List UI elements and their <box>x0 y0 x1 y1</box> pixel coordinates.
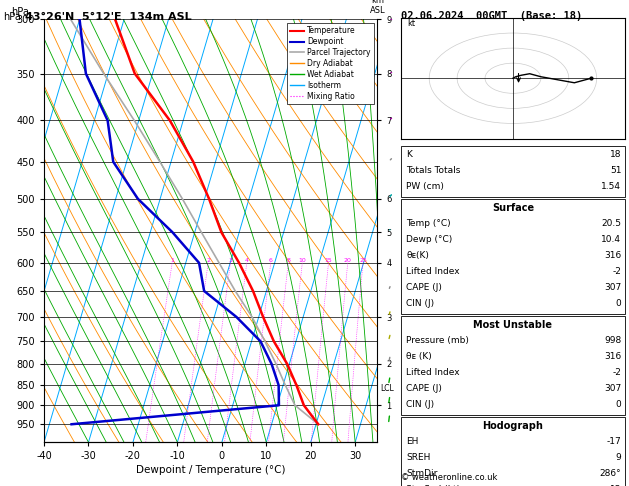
Text: 0: 0 <box>616 400 621 409</box>
Text: 316: 316 <box>604 352 621 361</box>
Text: 02.06.2024  00GMT  (Base: 18): 02.06.2024 00GMT (Base: 18) <box>401 11 582 21</box>
Text: 51: 51 <box>610 166 621 175</box>
Text: Temp (°C): Temp (°C) <box>406 219 451 228</box>
Text: 316: 316 <box>604 251 621 260</box>
Text: StmDir: StmDir <box>406 469 438 478</box>
Text: 1.54: 1.54 <box>601 182 621 191</box>
Text: EH: EH <box>406 437 419 446</box>
Text: © weatheronline.co.uk: © weatheronline.co.uk <box>401 473 498 482</box>
Text: -2: -2 <box>613 368 621 377</box>
Text: km
ASL: km ASL <box>370 0 385 15</box>
Text: 10.4: 10.4 <box>601 235 621 244</box>
Text: Lifted Index: Lifted Index <box>406 267 460 276</box>
Text: Most Unstable: Most Unstable <box>474 320 552 330</box>
Text: θᴇ(K): θᴇ(K) <box>406 251 429 260</box>
Text: Surface: Surface <box>492 203 534 212</box>
Text: θᴇ (K): θᴇ (K) <box>406 352 432 361</box>
Text: 9: 9 <box>616 453 621 462</box>
Text: 6: 6 <box>269 258 272 263</box>
Text: Totals Totals: Totals Totals <box>406 166 460 175</box>
Text: hPa: hPa <box>3 12 21 22</box>
Text: CAPE (J): CAPE (J) <box>406 283 442 292</box>
Text: CIN (J): CIN (J) <box>406 299 435 308</box>
Text: 0: 0 <box>616 299 621 308</box>
X-axis label: Dewpoint / Temperature (°C): Dewpoint / Temperature (°C) <box>136 466 286 475</box>
Text: 3: 3 <box>228 258 233 263</box>
Text: 998: 998 <box>604 336 621 345</box>
Text: LCL: LCL <box>381 384 394 393</box>
Text: PW (cm): PW (cm) <box>406 182 444 191</box>
Text: 307: 307 <box>604 283 621 292</box>
Text: hPa: hPa <box>11 7 28 17</box>
Text: 18: 18 <box>610 150 621 159</box>
Text: 43°26'N  5°12'E  134m ASL: 43°26'N 5°12'E 134m ASL <box>25 12 192 22</box>
Text: 15: 15 <box>325 258 332 263</box>
Text: Hodograph: Hodograph <box>482 421 543 431</box>
Text: 20.5: 20.5 <box>601 219 621 228</box>
Text: Dewp (°C): Dewp (°C) <box>406 235 453 244</box>
Text: 4: 4 <box>245 258 249 263</box>
Text: -2: -2 <box>613 267 621 276</box>
Text: Mixing Ratio (g/kg): Mixing Ratio (g/kg) <box>424 212 433 292</box>
Legend: Temperature, Dewpoint, Parcel Trajectory, Dry Adiabat, Wet Adiabat, Isotherm, Mi: Temperature, Dewpoint, Parcel Trajectory… <box>287 23 374 104</box>
Text: 286°: 286° <box>600 469 621 478</box>
Text: CAPE (J): CAPE (J) <box>406 384 442 393</box>
Text: 1: 1 <box>170 258 174 263</box>
Text: CIN (J): CIN (J) <box>406 400 435 409</box>
Text: 8: 8 <box>286 258 290 263</box>
Text: Lifted Index: Lifted Index <box>406 368 460 377</box>
Text: 25: 25 <box>359 258 367 263</box>
Text: 307: 307 <box>604 384 621 393</box>
Text: 10: 10 <box>298 258 306 263</box>
Text: kt: kt <box>407 18 415 28</box>
Text: K: K <box>406 150 412 159</box>
Text: Pressure (mb): Pressure (mb) <box>406 336 469 345</box>
Text: -17: -17 <box>607 437 621 446</box>
Text: 20: 20 <box>344 258 352 263</box>
Text: SREH: SREH <box>406 453 431 462</box>
Text: 2: 2 <box>206 258 210 263</box>
